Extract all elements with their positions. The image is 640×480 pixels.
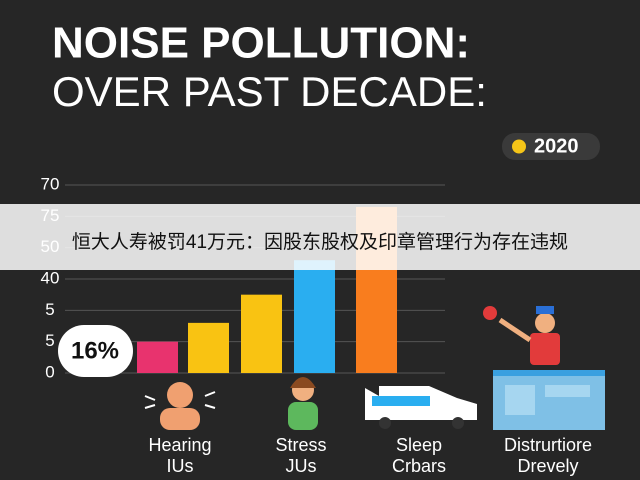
x-tick-label: JUs — [286, 456, 317, 476]
badge — [58, 325, 133, 377]
bar — [241, 294, 282, 373]
x-tick-label: Crbars — [392, 456, 446, 476]
x-tick-label: Stress — [275, 435, 326, 455]
bar — [137, 341, 178, 373]
y-tick-label: 0 — [45, 362, 54, 381]
chart-subtitle: OVER PAST DECADE: — [52, 68, 487, 115]
x-tick-label: Distrurtiore — [504, 435, 592, 455]
badge-label: 16% — [71, 337, 119, 364]
banner-text: 恒大人寿被罚41万元：因股东股权及印章管理行为存在违规 — [72, 231, 568, 253]
icon-stress — [288, 377, 318, 430]
y-tick-label: 40 — [41, 268, 60, 287]
icon-car — [365, 386, 477, 429]
bar — [188, 322, 229, 373]
x-tick-label: Hearing — [148, 435, 211, 455]
x-tick-label: Sleep — [396, 435, 442, 455]
legend — [502, 133, 600, 160]
y-tick-label: 70 — [41, 174, 60, 193]
bar — [294, 260, 335, 373]
y-tick-label: 5 — [45, 300, 54, 319]
chart-title: NOISE POLLUTION: — [52, 19, 470, 68]
y-tick-label: 5 — [45, 331, 54, 350]
x-tick-label: Drevely — [517, 456, 578, 476]
x-tick-label: IUs — [167, 456, 194, 476]
icon-worker — [483, 306, 605, 430]
legend-label: 2020 — [534, 135, 579, 157]
icon-hearing — [144, 382, 216, 430]
legend-swatch — [512, 139, 526, 154]
banner — [0, 204, 640, 270]
